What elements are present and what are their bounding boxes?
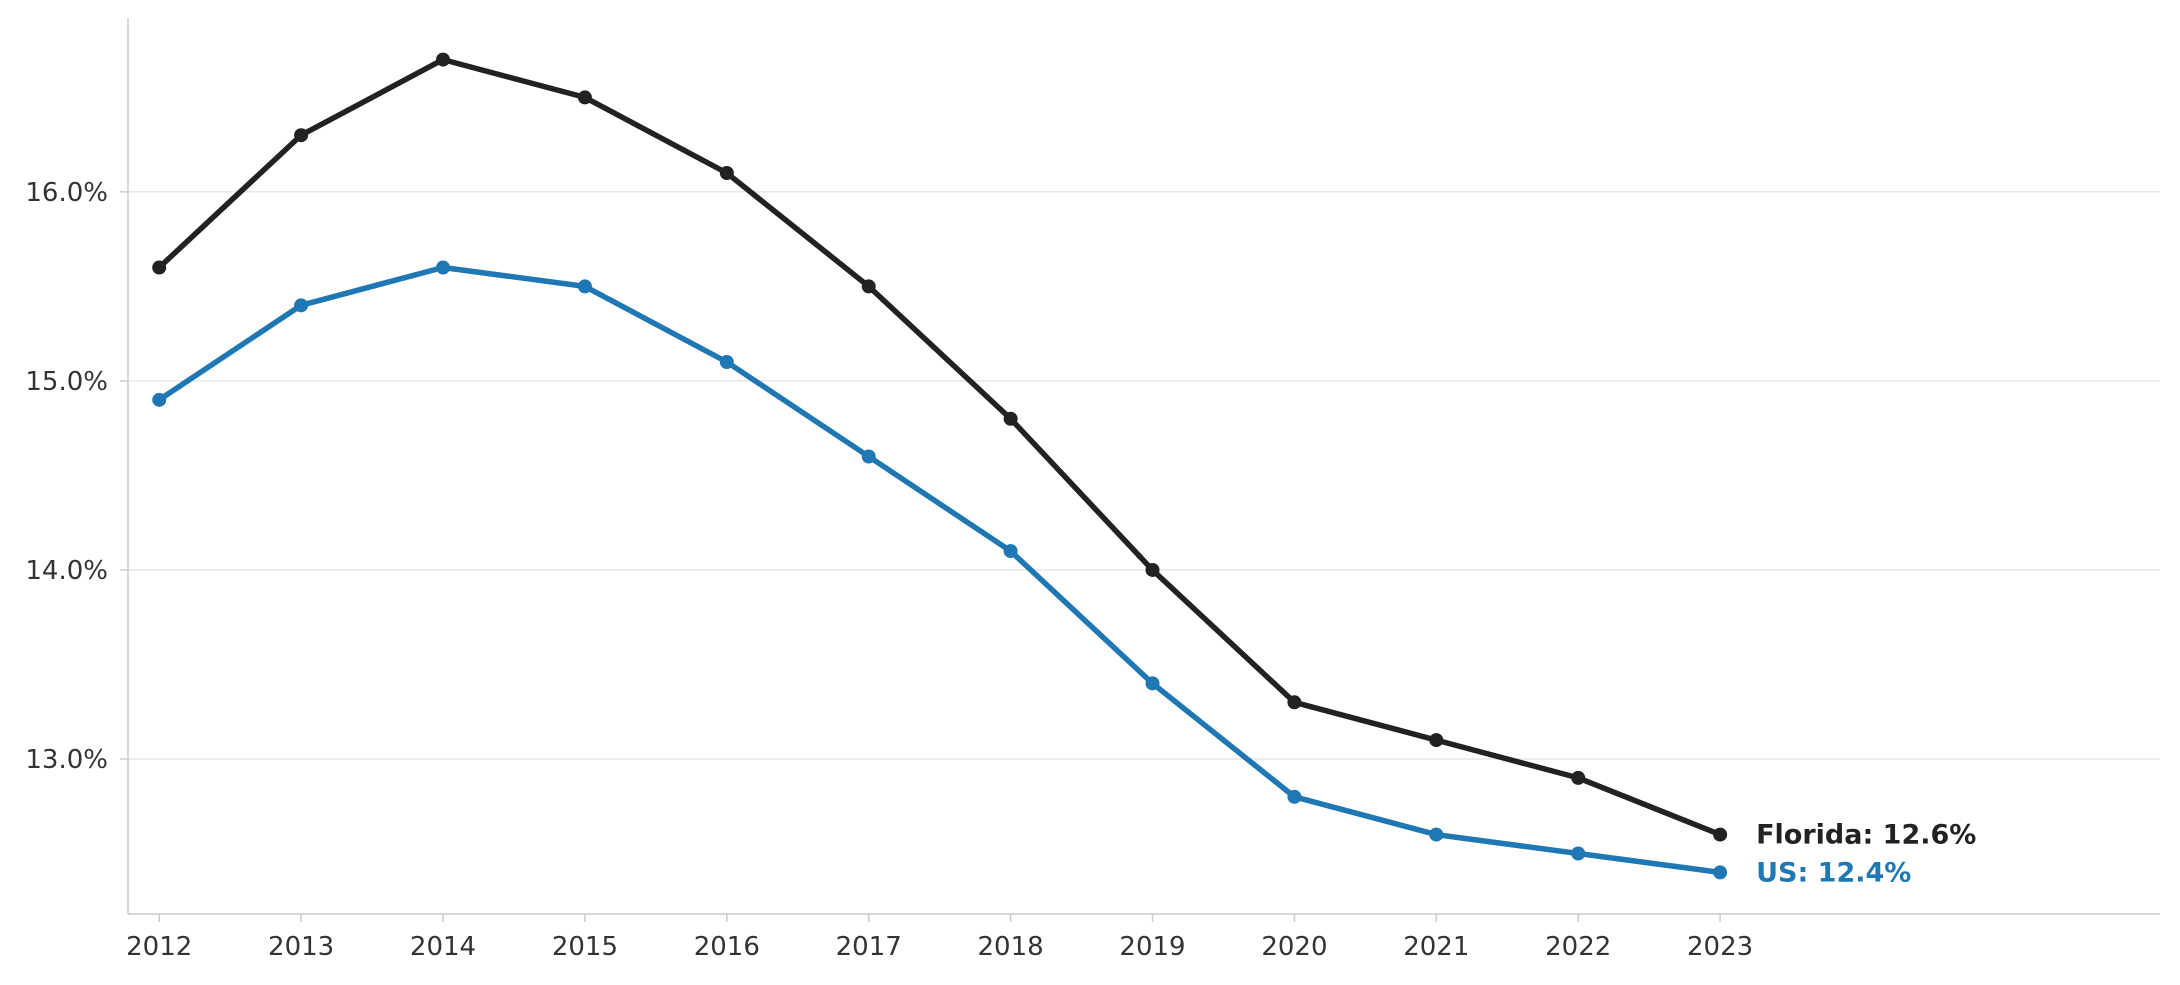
data-point-florida xyxy=(294,128,309,143)
x-tick-label: 2014 xyxy=(410,932,476,962)
x-tick-label: 2013 xyxy=(268,932,334,962)
end-labels: Florida: 12.6% US: 12.4% xyxy=(1756,820,1976,889)
data-point-us xyxy=(861,449,876,464)
data-point-florida xyxy=(1571,770,1586,785)
y-tick-label: 13.0% xyxy=(25,745,108,775)
x-tick-label: 2012 xyxy=(126,932,192,962)
data-point-florida xyxy=(719,166,734,181)
data-point-us xyxy=(294,298,309,313)
data-point-us xyxy=(152,392,167,407)
gridlines xyxy=(128,191,2160,760)
data-point-us xyxy=(719,355,734,370)
y-tick-label: 15.0% xyxy=(25,367,108,397)
data-point-us xyxy=(1145,676,1160,691)
data-point-us xyxy=(577,279,592,294)
data-point-florida xyxy=(1003,411,1018,426)
x-tick-label: 2020 xyxy=(1261,932,1327,962)
x-tick-label: 2023 xyxy=(1687,932,1753,962)
series-line-us xyxy=(156,264,1723,876)
data-point-us xyxy=(1429,827,1444,842)
series-line-florida xyxy=(156,56,1723,838)
series xyxy=(152,52,1728,880)
data-point-florida xyxy=(152,260,167,275)
data-point-florida xyxy=(1145,562,1160,577)
x-tick-label: 2019 xyxy=(1119,932,1185,962)
x-tick-labels: 2012 2013 2014 2015 2016 2017 2018 2019 2020 2021… xyxy=(126,914,1753,962)
data-point-us xyxy=(436,260,451,275)
data-point-florida xyxy=(1713,827,1728,842)
data-point-us xyxy=(1571,846,1586,861)
y-tick-labels: 13.0% 14.0% 15.0% 16.0% xyxy=(25,178,128,775)
x-tick-label: 2021 xyxy=(1403,932,1469,962)
axes xyxy=(127,18,2160,915)
data-point-us xyxy=(1713,865,1728,880)
data-point-us xyxy=(1287,789,1302,804)
data-point-florida xyxy=(436,52,451,67)
y-tick-label: 16.0% xyxy=(25,178,108,208)
data-point-florida xyxy=(1287,695,1302,710)
x-tick-label: 2022 xyxy=(1545,932,1611,962)
data-point-florida xyxy=(577,90,592,105)
x-tick-label: 2017 xyxy=(836,932,902,962)
data-point-florida xyxy=(1429,733,1444,748)
data-point-florida xyxy=(861,279,876,294)
end-label-us: US: 12.4% xyxy=(1756,857,1911,888)
x-tick-label: 2015 xyxy=(552,932,618,962)
end-label-florida: Florida: 12.6% xyxy=(1756,820,1976,851)
x-tick-label: 2016 xyxy=(694,932,760,962)
x-tick-label: 2018 xyxy=(978,932,1044,962)
data-point-us xyxy=(1003,544,1018,559)
y-tick-label: 14.0% xyxy=(25,556,108,586)
